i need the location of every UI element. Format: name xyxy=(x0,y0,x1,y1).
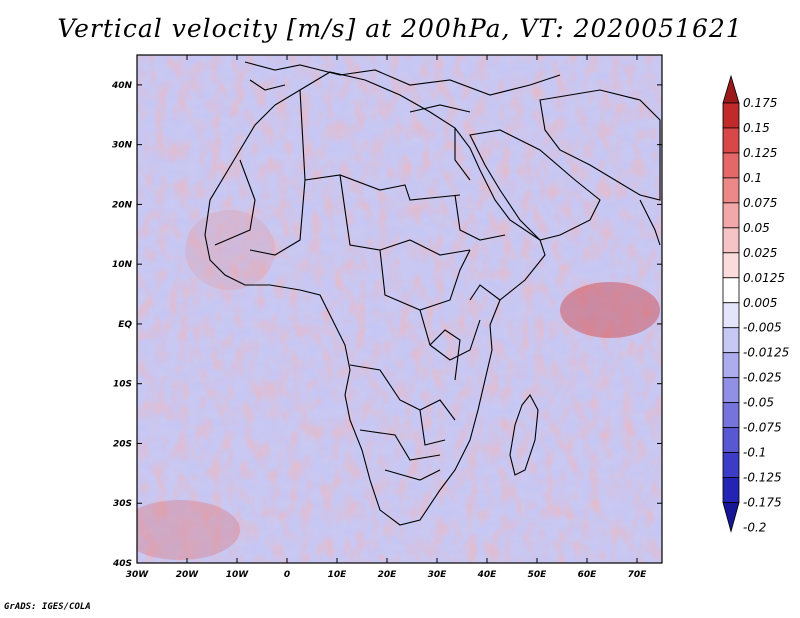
colorbar-label: -0.175 xyxy=(743,496,782,510)
colorbar-label: -0.005 xyxy=(743,321,782,335)
colorbar-swatch xyxy=(722,477,740,503)
axis-ticks xyxy=(136,55,662,564)
colorbar-label: 0.1 xyxy=(743,171,762,185)
coastlines xyxy=(204,61,661,526)
lat-label: 40S xyxy=(112,559,132,569)
lat-label: 30S xyxy=(113,499,132,509)
lon-label: 10E xyxy=(328,570,348,580)
footer-credit: GrADS: IGES/COLA xyxy=(4,602,91,612)
colorbar-label: 0.15 xyxy=(743,121,770,135)
colorbar-swatch xyxy=(722,377,740,404)
colorbar-label: -0.0125 xyxy=(743,346,789,360)
colorbar-label: -0.2 xyxy=(743,521,766,535)
velocity-field xyxy=(137,55,662,563)
colorbar-label: -0.075 xyxy=(743,421,782,435)
lon-label: 0 xyxy=(284,570,290,580)
colorbar-label: 0.0125 xyxy=(743,271,785,285)
lat-label: 40N xyxy=(111,81,133,91)
colorbar-swatch xyxy=(722,227,740,254)
colorbar-label: -0.125 xyxy=(743,471,782,485)
colorbar-label: 0.175 xyxy=(743,96,777,110)
lon-label: 30W xyxy=(126,570,150,580)
colorbar-swatch xyxy=(722,202,740,229)
page-title: Vertical velocity [m/s] at 200hPa, VT: 2… xyxy=(57,14,743,43)
colorbar-label: -0.05 xyxy=(743,396,774,410)
colorbar-label: 0.005 xyxy=(743,296,777,310)
lat-label: EQ xyxy=(118,320,132,330)
colorbar-swatch xyxy=(722,452,740,478)
colorbar-swatch xyxy=(722,152,740,179)
colorbar-swatch xyxy=(722,302,740,329)
lon-label: 20W xyxy=(176,570,200,580)
lat-label: 30N xyxy=(112,141,133,151)
colorbar-swatch xyxy=(722,252,740,279)
colorbar-swatch xyxy=(722,127,740,154)
plot-frame xyxy=(136,54,663,564)
colorbar-swatch xyxy=(722,277,740,304)
colorbar-max-arrow xyxy=(722,74,740,104)
longitude-labels: 30W 20W 10W 0 10E 20E 30E 40E 50E 60E 70E xyxy=(126,570,647,580)
lon-label: 10W xyxy=(226,570,250,580)
lon-label: 60E xyxy=(578,570,598,580)
lat-label: 10N xyxy=(112,260,133,270)
colorbar-label: -0.025 xyxy=(743,371,782,385)
colorbar-swatch xyxy=(722,327,740,354)
lon-label: 20E xyxy=(378,570,398,580)
colorbar-swatch xyxy=(722,177,740,204)
lon-label: 40E xyxy=(477,570,498,580)
colorbar-swatch xyxy=(722,402,740,429)
lat-label: 20S xyxy=(113,439,132,449)
colorbar-label: 0.025 xyxy=(743,246,777,260)
lat-label: 20N xyxy=(112,200,133,210)
lat-label: 10S xyxy=(113,380,132,390)
colorbar-min-arrow xyxy=(722,502,740,534)
colorbar-swatch xyxy=(722,352,740,379)
colorbar-label: 0.125 xyxy=(743,146,777,160)
colorbar-swatch xyxy=(722,102,740,129)
colorbar-label: 0.075 xyxy=(743,196,777,210)
colorbar-label: 0.05 xyxy=(743,221,770,235)
lon-label: 50E xyxy=(528,570,548,580)
colorbar-label: -0.1 xyxy=(743,446,766,460)
lon-label: 70E xyxy=(628,570,648,580)
latitude-labels: 40N 30N 20N 10N EQ 10S 20S 30S 40S xyxy=(111,81,133,569)
lon-label: 30E xyxy=(428,570,448,580)
colorbar: 0.175 0.15 0.125 0.1 0.075 0.05 0.025 0.0125 0.0… xyxy=(722,74,789,535)
colorbar-swatch xyxy=(722,427,740,453)
